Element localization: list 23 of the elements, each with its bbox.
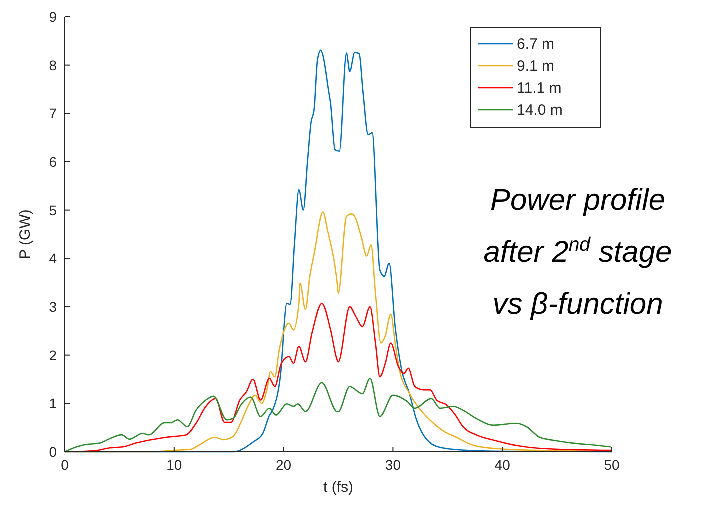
y-tick-label: 3 [49,299,58,315]
y-axis-title: P (GW) [17,210,34,260]
y-tick-label: 5 [49,202,58,218]
y-tick-label: 9 [49,9,58,25]
y-tick-label: 1 [49,396,58,412]
x-tick-label: 30 [385,457,402,473]
x-tick-label: 10 [166,457,182,473]
legend-label: 6.7 m [517,36,555,53]
x-axis-title: t (fs) [324,479,354,496]
annotation: Power profile after 2$^{nd}$ stage vs β-function [484,184,672,321]
x-tick-label: 40 [494,457,511,473]
legend-label: 9.1 m [517,58,555,75]
y-tick-label: 0 [49,444,58,460]
legend-label: 11.1 m [517,80,562,97]
legend-label: 14.0 m [517,102,563,119]
y-tick-label: 2 [49,347,58,364]
x-tick-label: 0 [61,457,70,473]
x-tick-label: 50 [604,457,620,473]
x-tick-label: 20 [276,457,292,473]
y-tick-label: 8 [49,57,58,74]
y-tick-label: 4 [49,250,58,267]
y-tick-label: 7 [49,106,58,122]
y-tick-label: 6 [49,154,58,170]
